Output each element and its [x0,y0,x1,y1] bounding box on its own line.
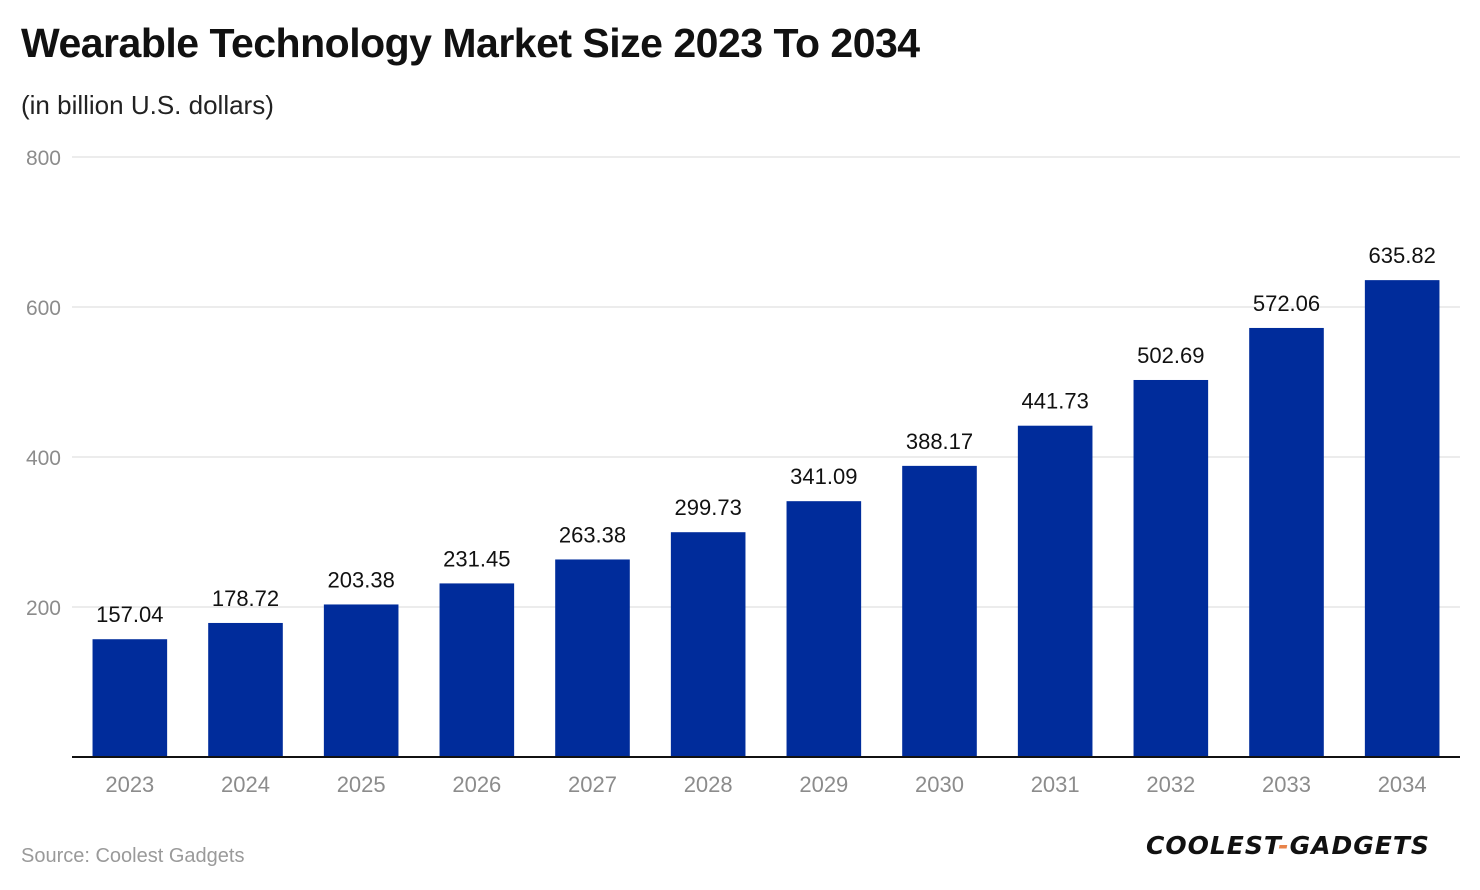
value-label: 635.82 [1369,243,1436,268]
bar-2024 [208,622,283,757]
value-label: 441.73 [1022,389,1089,414]
value-labels: 157.04 178.72 203.38 231.45 263.38 299.73 341.… [96,243,1436,627]
bar-2029 [786,501,862,757]
x-tick-label: 2023 [105,772,154,797]
x-axis-ticks: 2023 2024 2025 2026 2027 2028 2029 2030 2031 2032… [105,772,1426,797]
value-label: 231.45 [443,546,510,571]
source-note: Source: Coolest Gadgets [21,845,245,867]
x-tick-label: 2031 [1031,772,1080,797]
logo-dash: - [1278,831,1290,860]
value-label: 157.04 [96,602,163,627]
coolest-gadgets-logo: COOLEST-GADGETS [1146,831,1430,860]
bars [92,280,1440,757]
bar-2025 [323,604,399,757]
x-tick-label: 2029 [799,772,848,797]
logo-text-right: GADGETS [1289,831,1430,860]
value-label: 263.38 [559,522,626,547]
value-label: 572.06 [1253,291,1320,316]
value-label: 502.69 [1137,343,1204,368]
y-tick-label: 200 [26,597,61,620]
x-tick-label: 2030 [915,772,964,797]
x-tick-label: 2033 [1262,772,1311,797]
y-tick-label: 400 [26,447,61,470]
y-axis-ticks: 200 400 600 800 [26,147,61,620]
gridlines [72,156,1460,608]
y-tick-label: 600 [26,297,61,320]
x-tick-label: 2034 [1378,772,1427,797]
bar-2028 [670,532,746,757]
x-tick-label: 2024 [221,772,270,797]
bar-2034 [1364,280,1440,757]
value-label: 388.17 [906,429,973,454]
chart-title: Wearable Technology Market Size 2023 To … [21,20,920,66]
x-tick-label: 2028 [684,772,733,797]
bar-2026 [439,583,515,757]
bar-2032 [1133,379,1209,757]
bar-2027 [555,559,630,757]
bar-2031 [1017,425,1093,757]
bar-2023 [92,639,168,757]
value-label: 341.09 [790,464,857,489]
bar-2030 [902,465,977,757]
x-tick-label: 2026 [452,772,501,797]
logo-text-left: COOLEST [1146,831,1279,860]
value-label: 299.73 [675,495,742,520]
bar-2033 [1249,327,1324,757]
chart-subtitle: (in billion U.S. dollars) [21,90,274,120]
x-tick-label: 2027 [568,772,617,797]
value-label: 178.72 [212,586,279,611]
y-tick-label: 800 [26,147,61,170]
x-tick-label: 2025 [337,772,386,797]
value-label: 203.38 [328,567,395,592]
x-tick-label: 2032 [1146,772,1195,797]
